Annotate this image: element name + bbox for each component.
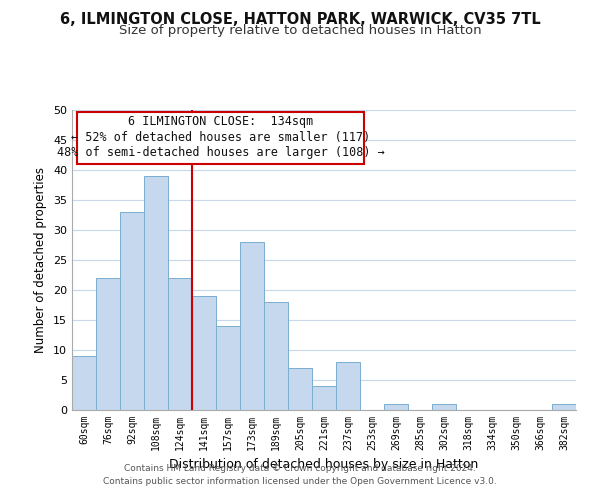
Text: Contains HM Land Registry data © Crown copyright and database right 2024.
Contai: Contains HM Land Registry data © Crown c… <box>103 464 497 486</box>
Bar <box>432 404 456 410</box>
FancyBboxPatch shape <box>77 112 364 164</box>
Bar <box>336 362 360 410</box>
X-axis label: Distribution of detached houses by size in Hatton: Distribution of detached houses by size … <box>169 458 479 471</box>
Bar <box>168 278 192 410</box>
Y-axis label: Number of detached properties: Number of detached properties <box>34 167 47 353</box>
Text: 6 ILMINGTON CLOSE:  134sqm: 6 ILMINGTON CLOSE: 134sqm <box>128 115 313 128</box>
Bar <box>288 368 312 410</box>
Bar <box>72 356 96 410</box>
Bar <box>264 302 288 410</box>
Text: ← 52% of detached houses are smaller (117): ← 52% of detached houses are smaller (11… <box>71 131 370 144</box>
Bar <box>192 296 216 410</box>
Bar <box>552 404 576 410</box>
Text: Size of property relative to detached houses in Hatton: Size of property relative to detached ho… <box>119 24 481 37</box>
Bar <box>312 386 336 410</box>
Bar <box>96 278 120 410</box>
Bar <box>144 176 168 410</box>
Bar <box>240 242 264 410</box>
Text: 48% of semi-detached houses are larger (108) →: 48% of semi-detached houses are larger (… <box>57 146 385 159</box>
Bar <box>120 212 144 410</box>
Bar <box>216 326 240 410</box>
Text: 6, ILMINGTON CLOSE, HATTON PARK, WARWICK, CV35 7TL: 6, ILMINGTON CLOSE, HATTON PARK, WARWICK… <box>59 12 541 28</box>
Bar <box>384 404 408 410</box>
